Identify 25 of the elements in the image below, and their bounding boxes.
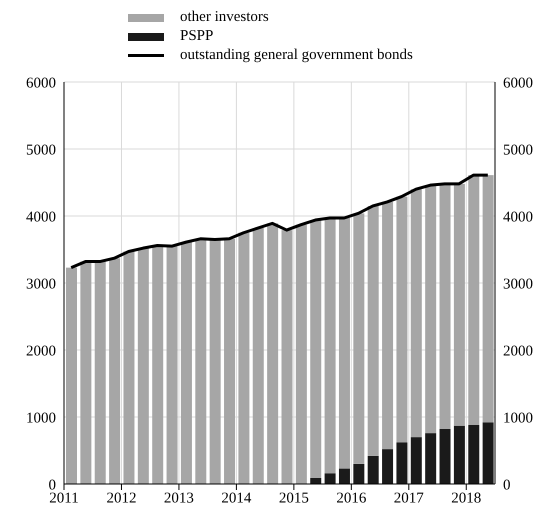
y2-tick-label: 2000 [503, 343, 533, 360]
legend-label: PSPP [180, 28, 214, 45]
y2-tick-label: 5000 [503, 142, 533, 158]
y-tick-label: 3000 [26, 276, 56, 292]
x-tick-label: 2014 [221, 490, 252, 507]
y2-tick-label: 6000 [503, 75, 533, 92]
y2-tick-label: 0 [503, 477, 510, 494]
y2-tick-label: 4000 [503, 209, 533, 226]
x-tick-label: 2018 [451, 490, 482, 507]
y-tick-label: 5000 [26, 142, 56, 158]
x-tick-label: 2016 [336, 490, 367, 507]
y2-tick-label: 1000 [503, 410, 533, 426]
y-tick-label: 4000 [26, 209, 56, 226]
x-tick-label: 2011 [49, 490, 79, 507]
y-tick-label: 2000 [26, 343, 56, 360]
legend-label: outstanding general government bonds [180, 47, 413, 64]
y-tick-label: 6000 [26, 75, 56, 92]
x-tick-label: 2015 [278, 490, 309, 507]
x-tick-label: 2017 [394, 490, 424, 507]
y-tick-label: 1000 [26, 410, 56, 426]
y2-tick-label: 3000 [503, 276, 533, 292]
x-tick-label: 2012 [106, 490, 136, 507]
legend-label: other investors [180, 9, 269, 26]
x-tick-label: 2013 [164, 490, 194, 507]
y-tick-label: 0 [48, 477, 56, 494]
